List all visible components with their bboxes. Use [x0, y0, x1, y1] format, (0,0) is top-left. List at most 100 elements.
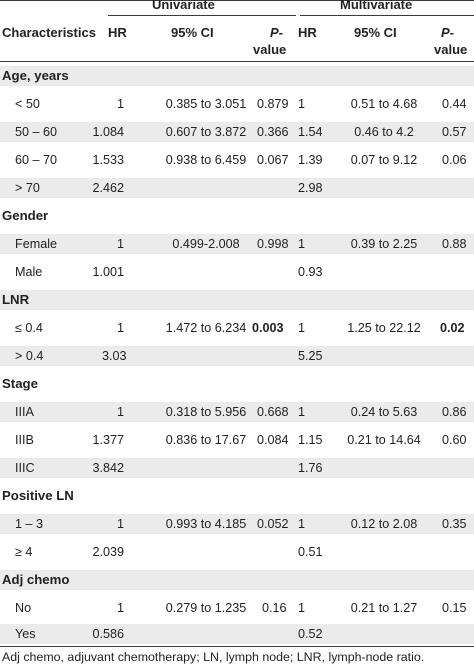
- row-label: No: [15, 601, 32, 615]
- table-row: IIIC 3.842 1.76: [0, 458, 474, 478]
- row-label: 60 – 70: [15, 153, 58, 167]
- hr-multivariate: 1: [298, 601, 306, 615]
- ci-multivariate: 0.46 to 4.2: [354, 125, 414, 139]
- hr-univariate: 1.533: [92, 153, 124, 167]
- hr-multivariate: 1: [298, 321, 306, 335]
- p-multivariate: 0.88: [442, 237, 467, 251]
- hr-multivariate: 1.54: [298, 125, 323, 139]
- table-row: < 50 1 0.385 to 3.051 0.879 1 0.51 to 4.…: [0, 94, 474, 114]
- p-univariate: 0.879: [257, 97, 289, 111]
- group-row-gender: Gender: [0, 206, 474, 226]
- row-label: 50 – 60: [15, 125, 58, 139]
- table-row: Female 1 0.499-2.008 0.998 1 0.39 to 2.2…: [0, 234, 474, 254]
- header-hr-univariate: HR: [108, 25, 127, 40]
- table-row: > 0.4 3.03 5.25: [0, 346, 474, 366]
- p-univariate: 0.084: [257, 433, 289, 447]
- row-label: > 0.4: [15, 349, 44, 363]
- hr-univariate: 1: [116, 321, 124, 335]
- multivariate-underline: [300, 15, 474, 16]
- group-label: LNR: [2, 292, 30, 307]
- group-label: Adj chemo: [2, 572, 70, 587]
- group-label: Stage: [2, 376, 38, 391]
- group-label: Positive LN: [2, 488, 74, 503]
- ci-univariate: 0.993 to 4.185: [165, 517, 247, 531]
- p-univariate: 0.003: [252, 321, 284, 335]
- table-row: IIIA 1 0.318 to 5.956 0.668 1 0.24 to 5.…: [0, 402, 474, 422]
- ci-univariate: 0.836 to 17.67: [165, 433, 247, 447]
- group-row-adj-chemo: Adj chemo: [0, 570, 474, 590]
- hr-multivariate: 2.98: [298, 181, 323, 195]
- hr-univariate: 2.462: [92, 181, 124, 195]
- row-label: IIIC: [15, 461, 35, 475]
- hr-multivariate: 1.15: [298, 433, 323, 447]
- row-label: IIIB: [15, 433, 34, 447]
- table-row: 1 – 3 1 0.993 to 4.185 0.052 1 0.12 to 2…: [0, 514, 474, 534]
- hr-univariate: 3.842: [92, 461, 124, 475]
- hr-multivariate: 0.51: [298, 545, 323, 559]
- hr-multivariate: 0.52: [298, 627, 323, 641]
- table-row: ≥ 4 2.039 0.51: [0, 542, 474, 562]
- hr-univariate: 1.084: [92, 125, 124, 139]
- ci-univariate: 0.607 to 3.872: [165, 125, 247, 139]
- p-multivariate: 0.06: [442, 153, 467, 167]
- p-multivariate: 0.86: [442, 405, 467, 419]
- hr-multivariate: 1: [298, 517, 306, 531]
- p-multivariate: 0.44: [442, 97, 467, 111]
- row-label: Male: [15, 265, 43, 279]
- p-univariate: 0.998: [257, 237, 289, 251]
- ci-multivariate: 0.39 to 2.25: [350, 237, 418, 251]
- row-label: > 70: [15, 181, 40, 195]
- table-footnote: Adj chemo, adjuvant chemotherapy; LN, ly…: [2, 650, 425, 664]
- group-label: Age, years: [2, 68, 69, 83]
- header-p-univariate-top: P-: [270, 25, 283, 40]
- row-label: ≥ 4: [15, 545, 33, 559]
- p-multivariate: 0.02: [440, 321, 465, 335]
- row-label: Yes: [15, 627, 36, 641]
- ci-univariate: 0.318 to 5.956: [165, 405, 247, 419]
- row-label: 1 – 3: [15, 517, 44, 531]
- hr-univariate: 1: [116, 517, 124, 531]
- header-characteristics: Characteristics: [2, 25, 96, 40]
- hr-univariate: 1: [116, 237, 124, 251]
- p-multivariate: 0.15: [442, 601, 467, 615]
- bottom-rule: [0, 646, 474, 647]
- header-rule: [0, 61, 474, 62]
- ci-univariate: 0.499-2.008: [172, 237, 240, 251]
- p-multivariate: 0.60: [442, 433, 467, 447]
- p-univariate: 0.067: [257, 153, 289, 167]
- header-ci-multivariate: 95% CI: [354, 25, 397, 40]
- p-univariate: 0.052: [257, 517, 289, 531]
- table-row: Male 1.001 0.93: [0, 262, 474, 282]
- hr-multivariate: 1: [298, 405, 306, 419]
- hr-univariate: 0.586: [92, 627, 124, 641]
- header-p-univariate-bottom: value: [253, 42, 287, 57]
- table-row: 60 – 70 1.533 0.938 to 6.459 0.067 1.39 …: [0, 150, 474, 170]
- group-row-stage: Stage: [0, 374, 474, 394]
- ci-multivariate: 0.12 to 2.08: [350, 517, 418, 531]
- table-row: No 1 0.279 to 1.235 0.16 1 0.21 to 1.27 …: [0, 598, 474, 618]
- table-row: Yes 0.586 0.52: [0, 624, 474, 644]
- hr-multivariate: 1: [298, 237, 306, 251]
- ci-multivariate: 0.21 to 1.27: [350, 601, 418, 615]
- row-label: Female: [15, 237, 57, 251]
- header-univariate: Univariate: [152, 0, 215, 12]
- ci-univariate: 0.938 to 6.459: [165, 153, 247, 167]
- p-univariate: 0.366: [257, 125, 289, 139]
- ci-univariate: 0.279 to 1.235: [165, 601, 247, 615]
- top-rule: [0, 0, 474, 1]
- header-hr-multivariate: HR: [298, 25, 317, 40]
- ci-multivariate: 0.24 to 5.63: [350, 405, 418, 419]
- header-p-multivariate-top: P-: [441, 25, 454, 40]
- ci-multivariate: 0.07 to 9.12: [350, 153, 418, 167]
- table-row: 50 – 60 1.084 0.607 to 3.872 0.366 1.54 …: [0, 122, 474, 142]
- hr-univariate: 1.377: [92, 433, 124, 447]
- hr-univariate: 2.039: [92, 545, 124, 559]
- table-row: IIIB 1.377 0.836 to 17.67 0.084 1.15 0.2…: [0, 430, 474, 450]
- hr-univariate: 3.03: [102, 349, 127, 363]
- ci-univariate: 1.472 to 6.234: [165, 321, 247, 335]
- row-label: ≤ 0.4: [15, 321, 43, 335]
- hr-univariate: 1: [116, 601, 124, 615]
- header-multivariate: Multivariate: [340, 0, 413, 12]
- p-multivariate: 0.57: [442, 125, 467, 139]
- ci-multivariate: 1.25 to 22.12: [347, 321, 421, 335]
